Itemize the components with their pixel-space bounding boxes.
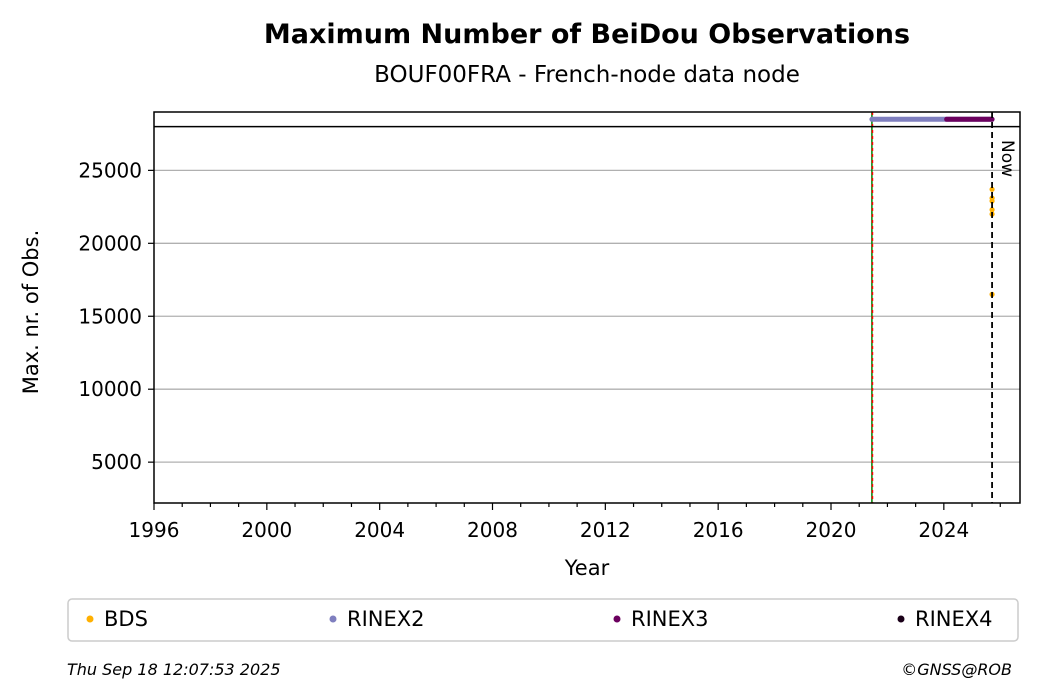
y-axis-ticks: 5000 10000 15000 20000 25000: [78, 158, 154, 474]
legend-marker-bds: [86, 615, 94, 623]
x-tick-label-1996: 1996: [129, 518, 180, 542]
chart-title: Maximum Number of BeiDou Observations: [264, 19, 910, 50]
legend-marker-rinex4: [897, 615, 905, 623]
x-tick-label-2024: 2024: [918, 518, 969, 542]
x-tick-label-2008: 2008: [467, 518, 518, 542]
footer-credit: ©GNSS@ROB: [901, 660, 1012, 679]
x-tick-label-2000: 2000: [241, 518, 292, 542]
now-label: Now: [997, 140, 1017, 177]
now-marker: Now: [991, 112, 1017, 503]
grid-lines: [154, 169, 1020, 463]
legend-marker-rinex2: [329, 615, 337, 623]
y-tick-label-25000: 25000: [78, 158, 142, 182]
point-bds-5: [989, 186, 995, 192]
x-tick-label-2020: 2020: [806, 518, 857, 542]
y-tick-label-20000: 20000: [78, 231, 142, 255]
point-bds-4: [989, 195, 995, 201]
legend-label-rinex4: RINEX4: [915, 607, 993, 631]
x-axis-label: Year: [564, 556, 610, 580]
plot-frame: [153, 111, 1021, 504]
legend-marker-rinex3: [613, 615, 621, 623]
x-tick-label-2012: 2012: [580, 518, 631, 542]
legend-label-bds: BDS: [104, 607, 148, 631]
x-axis-ticks: 1996 2000 2004 2008 2012 2016 2020 2024: [129, 503, 1001, 542]
chart-subtitle: BOUF00FRA - French-node data node: [374, 62, 800, 88]
y-tick-label-5000: 5000: [91, 450, 142, 474]
y-tick-label-15000: 15000: [78, 304, 142, 328]
point-bds-2: [989, 207, 995, 213]
legend-label-rinex2: RINEX2: [347, 607, 425, 631]
y-tick-label-10000: 10000: [78, 377, 142, 401]
x-tick-label-2016: 2016: [693, 518, 744, 542]
footer-timestamp: Thu Sep 18 12:07:53 2025: [67, 660, 281, 679]
legend-box: [67, 598, 1019, 642]
x-tick-label-2004: 2004: [354, 518, 405, 542]
event-lines: [871, 112, 874, 503]
y-axis-label: Max. nr. of Obs.: [19, 230, 43, 395]
legend-items: BDS RINEX2 RINEX3 RINEX4: [86, 607, 993, 631]
legend-label-rinex3: RINEX3: [631, 607, 709, 631]
